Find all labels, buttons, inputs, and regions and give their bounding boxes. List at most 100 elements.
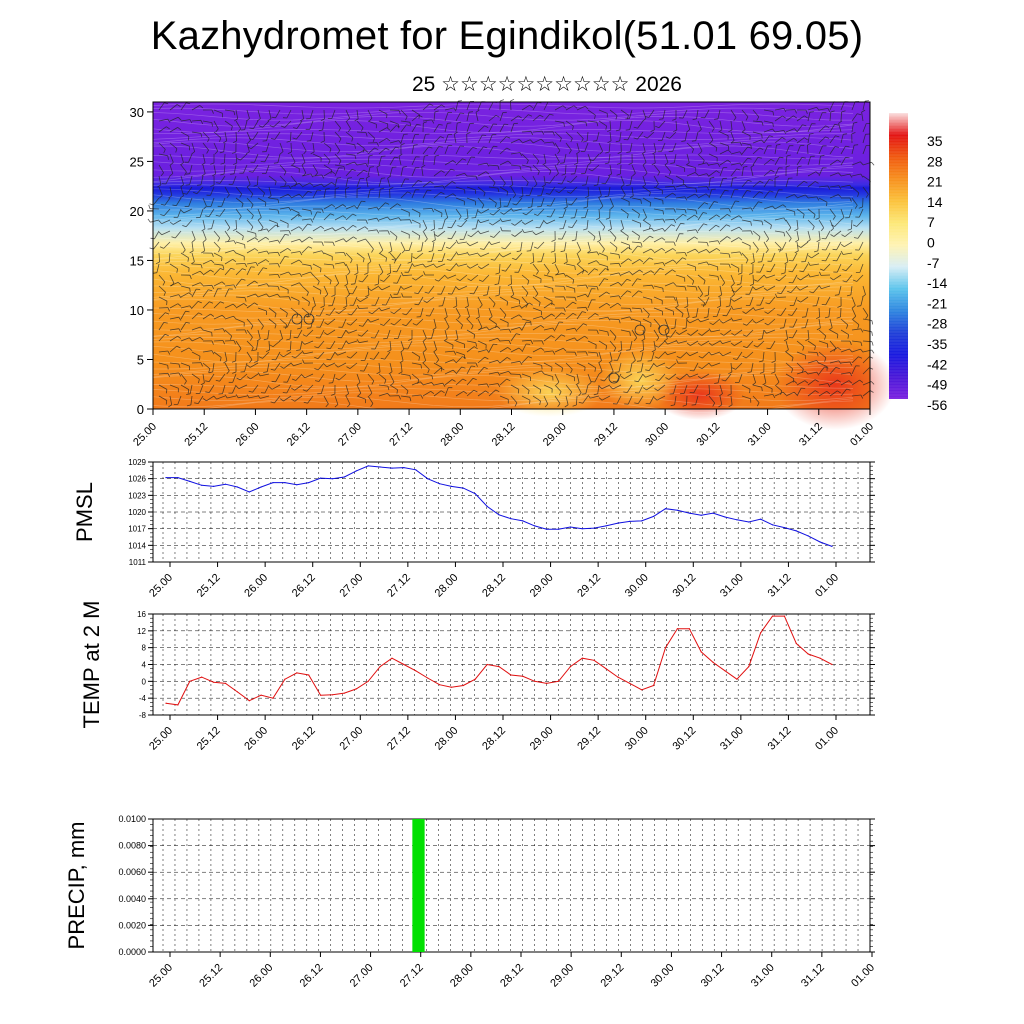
wind-barb [422,373,432,376]
wind-barb [607,331,609,336]
wind-barb [254,360,259,363]
wind-barb [400,362,403,372]
wind-barb [232,371,237,374]
wind-barb [365,219,368,224]
wind-barb [550,208,556,218]
wind-barb [323,109,325,120]
wind-barb [169,104,178,111]
pmsl-point [724,516,726,518]
wind-barb [458,252,468,256]
wind-barb [554,120,564,124]
wind-barb [431,119,435,124]
wind-barb [570,173,575,175]
wind-barb [715,147,718,152]
wind-barb [763,128,773,133]
wind-barb [757,261,762,263]
wind-barb [745,259,749,264]
wind-barb [554,105,564,111]
wind-barb [367,252,372,262]
wind-barb [229,335,233,340]
wind-barb [851,101,856,111]
wind-barb [250,373,259,380]
wind-barb [266,250,270,255]
wind-barb [253,120,259,129]
precip-axis-title: PRECIP, mm [64,822,89,950]
x-tick-label: 25.12 [195,572,223,600]
wind-barb [730,151,740,155]
wind-barb [158,102,165,111]
wind-barb [268,186,272,196]
wind-barb [301,374,306,379]
wind-barb [627,290,632,293]
wind-barb [455,251,459,256]
wind-barb [629,316,633,321]
wind-barb [191,230,196,240]
wind-barb [271,380,276,383]
wind-barb [597,195,602,199]
wind-barb [719,352,724,357]
wind-barb [541,340,544,345]
wind-barb [745,307,754,314]
wind-barb [279,338,283,342]
wind-barb [598,351,602,361]
wind-barb [807,156,812,166]
pmsl-point [510,518,512,520]
wind-barb [806,239,811,243]
wind-barb [572,301,577,305]
wind-barb [191,239,196,243]
wind-barb [158,350,168,353]
wind-barb [642,374,646,378]
wind-barb [159,246,164,249]
wind-barb [564,404,569,408]
wind-barb [257,197,267,203]
wind-barb [829,146,836,155]
wind-barb [818,230,821,240]
wind-barb [725,305,730,308]
wind-barb [290,251,300,254]
wind-barb [318,373,325,382]
wind-barb [297,214,302,217]
wind-barb [290,282,300,287]
wind-barb [818,285,822,289]
wind-barb [337,348,342,350]
pmsl-point [807,535,809,537]
wind-barb [156,263,160,273]
wind-barb [576,131,584,139]
temp2m-point [593,659,595,661]
wind-barb [846,274,853,283]
wind-barb [665,327,669,331]
wind-barb [774,108,784,111]
wind-barb [244,120,248,130]
wind-barb [466,132,471,135]
wind-barb [246,175,251,185]
wind-barb [719,252,730,255]
wind-barb [755,318,765,324]
wind-barb [550,197,556,207]
wind-barb [477,146,484,155]
wind-barb [560,162,565,164]
wind-barb [202,219,206,229]
wind-barb [152,197,160,206]
wind-barb [738,237,743,241]
temp2m-point [569,666,572,668]
wind-barb [329,307,336,316]
wind-barb [521,228,525,233]
wind-barb [774,189,779,199]
wind-barb [598,186,602,196]
contour-line [152,162,854,172]
wind-barb [169,164,174,174]
wind-barb [807,134,810,144]
wind-barb [587,241,591,251]
wind-barb [728,404,733,408]
wind-barb [840,111,842,122]
wind-barb [160,203,165,206]
wind-barb [862,390,871,397]
wind-barb [277,199,280,204]
wind-barb [662,210,664,215]
wind-barb [637,373,644,382]
wind-barb [703,223,708,226]
wind-barb [747,157,752,160]
wind-barb [642,164,648,174]
wind-barb [235,109,239,119]
x-tick-label: 31.12 [766,572,794,600]
